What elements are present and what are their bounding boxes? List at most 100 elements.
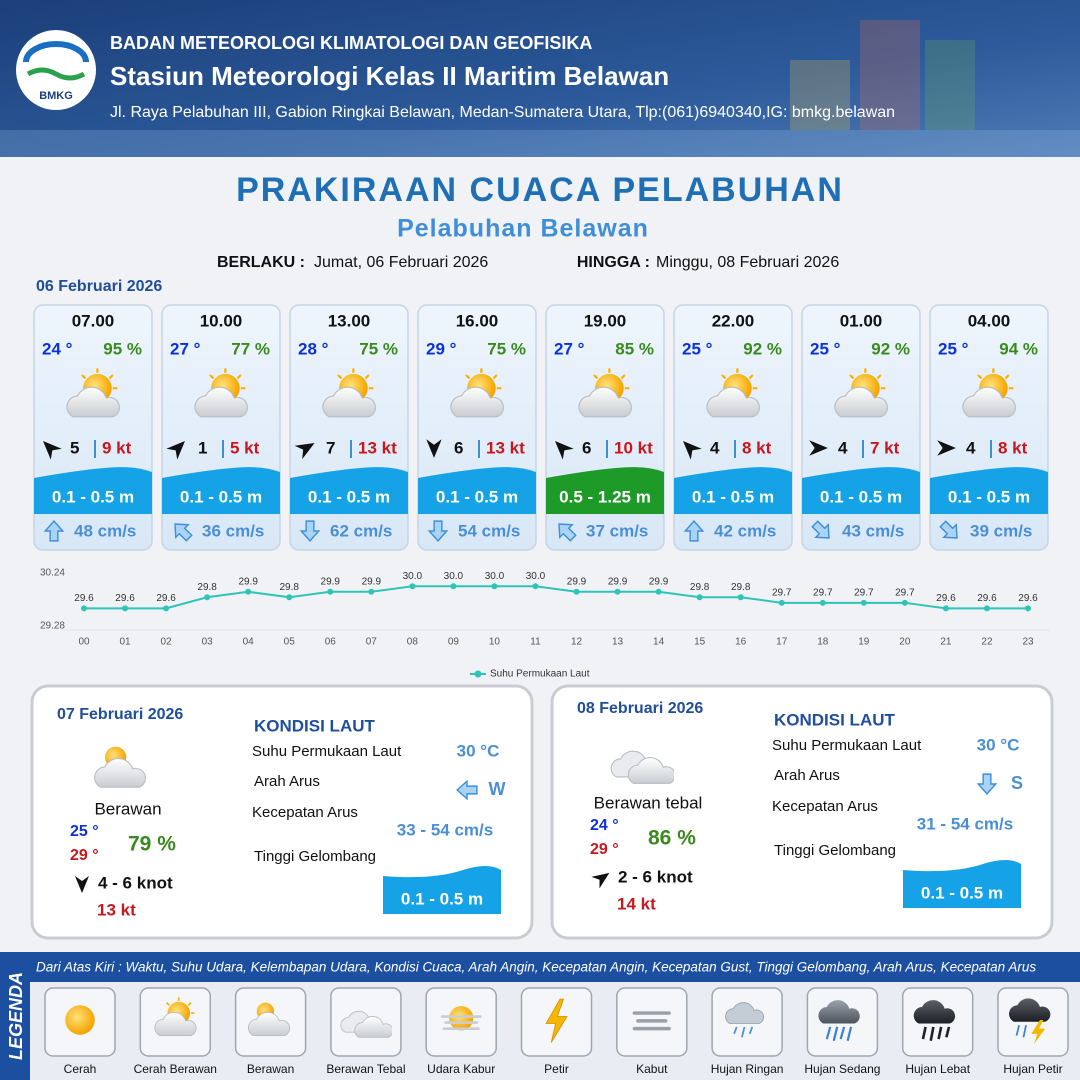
day-date: 08 Februari 2026 (577, 700, 703, 717)
wave-shape (290, 467, 408, 514)
wave-label: Tinggi Gelombang (774, 842, 896, 859)
current-dir-label: Arah Arus (254, 773, 320, 790)
sst-point (286, 594, 293, 601)
card-temp: 29 ° (426, 339, 457, 358)
sst-value-label: 29.7 (895, 587, 915, 598)
legend-item-label: Petir (544, 1062, 569, 1076)
forecast-card: 19.00 27 ° 85 % 6 10 kt 0.5 - 1.25 m 37 cm/s (545, 304, 665, 551)
logo-wave (26, 67, 86, 81)
wind-speed: 7 (326, 438, 335, 457)
agency: BADAN METEOROLOGI KLIMATOLOGI DAN GEOFIS… (110, 33, 592, 53)
y-tick-label: 29.28 (40, 621, 65, 632)
sst-value-label: 29.9 (321, 576, 341, 587)
sst-value-label: 29.8 (731, 582, 751, 593)
forecast-card: 13.00 28 ° 75 % 7 13 kt 0.1 - 0.5 m 62 cm/s (289, 304, 409, 551)
card-time: 22.00 (712, 311, 755, 330)
day-humidity: 86 % (648, 827, 696, 850)
legend-item-label: Hujan Petir (1003, 1062, 1062, 1076)
current-speed: 31 - 54 cm/s (917, 814, 1013, 833)
forecast-card: 22.00 25 ° 92 % 4 8 kt 0.1 - 0.5 m 42 cm/s (673, 304, 793, 551)
sst-label: Suhu Permukaan Laut (252, 743, 402, 760)
card-humidity: 75 % (487, 339, 526, 358)
sst-point (368, 588, 375, 595)
legend-item-label: Berawan (247, 1062, 294, 1076)
sst-point (122, 605, 129, 612)
wave-shape (418, 467, 536, 514)
day-panels: 07 Februari 2026 Berawan 25 ° 29 ° 79 % 4 - 6… (30, 684, 1054, 940)
wind-speed: 6 (582, 438, 591, 457)
valid-to: Minggu, 08 Februari 2026 (656, 254, 839, 271)
logo-arc (23, 41, 89, 63)
x-tick-label: 14 (653, 637, 665, 648)
legend-title: LEGENDA (6, 972, 26, 1060)
current-speed-label: Kecepatan Arus (252, 804, 358, 821)
day-weather: Berawan (94, 799, 161, 818)
current-speed: 39 cm/s (970, 521, 1032, 540)
wave-shape (930, 467, 1048, 514)
forecast-card: 04.00 25 ° 94 % 4 8 kt 0.1 - 0.5 m 39 cm/s (929, 304, 1049, 551)
header-decoration (0, 20, 1080, 157)
legend-item-label: Cerah Berawan (134, 1062, 217, 1076)
sst-value-label: 30.0 (444, 571, 464, 582)
wind-gust: 8 kt (742, 438, 772, 457)
y-tick-label: 30.24 (40, 568, 65, 579)
current-speed: 36 cm/s (202, 521, 264, 540)
day-panel: 07 Februari 2026 Berawan 25 ° 29 ° 79 % 4 - 6… (30, 684, 534, 940)
forecast-card: 07.00 24 ° 95 % 5 9 kt 0.1 - 0.5 m 48 cm/s (33, 304, 153, 551)
sst-value-label: 30.0 (403, 571, 423, 582)
current-speed: 33 - 54 cm/s (397, 820, 493, 839)
legend-item-label: Udara Kabur (427, 1062, 495, 1076)
legend-items: Cerah Cerah Berawan Berawan Berawan Tebal Ud… (44, 987, 1069, 1076)
sst-point (450, 583, 457, 590)
x-tick-label: 12 (571, 637, 583, 648)
sst-point (901, 599, 908, 606)
day-date: 07 Februari 2026 (57, 706, 183, 723)
card-temp: 24 ° (42, 339, 73, 358)
legend-item-label: Cerah (64, 1062, 97, 1076)
legend-item: Hujan Sedang (804, 987, 880, 1076)
x-tick-label: 03 (202, 637, 214, 648)
current-speed: 48 cm/s (74, 521, 136, 540)
legend-item-label: Hujan Lebat (905, 1062, 970, 1076)
sst-value-label: 30.0 (526, 571, 546, 582)
card-temp: 27 ° (170, 339, 201, 358)
wave-height: 0.1 - 0.5 m (180, 487, 262, 506)
x-tick-label: 16 (735, 637, 747, 648)
current-dir: S (1011, 773, 1023, 793)
card-time: 13.00 (328, 311, 371, 330)
address: Jl. Raya Pelabuhan III, Gabion Ringkai B… (110, 104, 895, 121)
card-temp: 25 ° (682, 339, 713, 358)
card-humidity: 85 % (615, 339, 654, 358)
x-tick-label: 13 (612, 637, 624, 648)
current-speed: 42 cm/s (714, 521, 776, 540)
sst-value: 30 °C (977, 735, 1020, 754)
card-time: 10.00 (200, 311, 243, 330)
subtitle: Pelabuhan Belawan (397, 215, 649, 243)
day-humidity: 79 % (128, 833, 176, 856)
day-panel: 08 Februari 2026 Berawan tebal 24 ° 29 ° 86 … (550, 684, 1054, 940)
x-tick-label: 01 (119, 637, 131, 648)
header-band (0, 0, 1080, 157)
day-wave-shape (903, 860, 1021, 908)
day-wind: 2 - 6 knot (618, 867, 693, 886)
day-gust: 13 kt (97, 900, 136, 919)
day-temp-min: 24 ° (590, 817, 619, 834)
wave-height: 0.1 - 0.5 m (692, 487, 774, 506)
x-tick-label: 18 (817, 637, 829, 648)
legend-item: Petir (520, 987, 593, 1076)
current-speed-label: Kecepatan Arus (772, 798, 878, 815)
card-time: 04.00 (968, 311, 1011, 330)
legend-item: Hujan Ringan (711, 987, 784, 1076)
forecast-card: 16.00 29 ° 75 % 6 13 kt 0.1 - 0.5 m 54 cm/s (417, 304, 537, 551)
sst-line (84, 585, 1028, 610)
x-tick-label: 17 (776, 637, 788, 648)
sst-point (532, 583, 539, 590)
legend-item: Hujan Petir (997, 987, 1069, 1076)
wind-speed: 5 (70, 438, 79, 457)
sst-point (573, 588, 580, 595)
sst-point (942, 605, 949, 612)
valid-from: Jumat, 06 Februari 2026 (314, 254, 488, 271)
legend-item-label: Hujan Ringan (711, 1062, 784, 1076)
forecast-cards: 07.00 24 ° 95 % 5 9 kt 0.1 - 0.5 m 48 cm/s 10.0… (33, 304, 1049, 551)
